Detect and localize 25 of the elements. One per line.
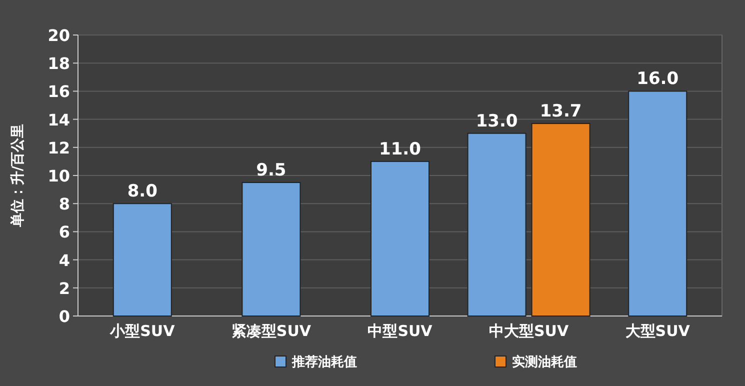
y-tick-label: 14	[48, 110, 70, 130]
y-tick-label: 8	[58, 194, 70, 214]
x-tick-label: 小型SUV	[109, 322, 176, 340]
y-tick-label: 0	[58, 307, 70, 326]
data-label: 11.0	[379, 139, 422, 160]
y-tick-label: 10	[48, 166, 70, 186]
y-axis-title: 单位：升/百公里	[9, 124, 26, 228]
y-tick-label: 20	[48, 26, 70, 45]
y-tick-label: 4	[58, 250, 70, 270]
x-tick-label: 中大型SUV	[489, 322, 569, 340]
data-label: 13.7	[540, 102, 582, 122]
y-tick-label: 6	[58, 222, 70, 242]
y-tick-label: 12	[48, 138, 70, 158]
y-tick-label: 18	[48, 54, 70, 74]
x-tick-label: 大型SUV	[625, 322, 690, 340]
legend-label: 推荐油耗值	[291, 354, 357, 370]
data-label: 9.5	[256, 160, 286, 181]
data-label: 16.0	[636, 69, 679, 90]
y-tick-label: 2	[58, 278, 70, 298]
legend-label: 实测油耗值	[512, 354, 577, 370]
data-label: 13.0	[476, 111, 518, 132]
y-tick-label: 16	[48, 82, 70, 102]
x-tick-label: 中型SUV	[368, 322, 433, 340]
data-label: 8.0	[127, 182, 158, 202]
x-tick-label: 紧凑型SUV	[231, 322, 312, 340]
